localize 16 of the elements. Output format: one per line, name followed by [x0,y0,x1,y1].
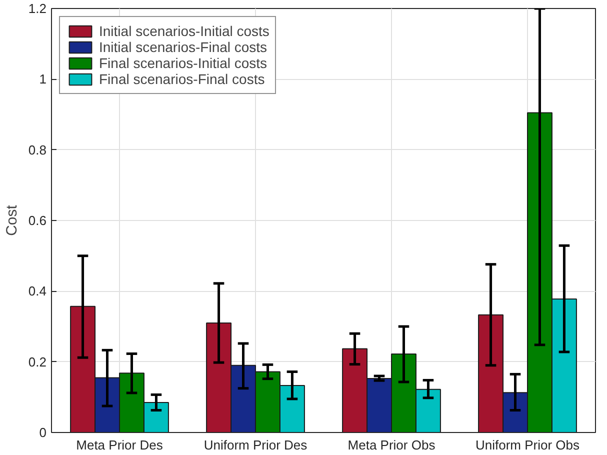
y-tick-label: 0.2 [28,354,47,370]
y-tick-label: 0.8 [28,142,47,158]
y-axis-title: Cost [3,204,20,236]
x-tick-label: Uniform Prior Des [204,438,308,452]
y-tick-label: 1.2 [28,1,47,16]
legend-label: Initial scenarios-Final costs [99,39,268,55]
legend-label: Final scenarios-Initial costs [99,55,268,71]
y-tick-label: 0 [39,425,47,440]
x-tick-label: Meta Prior Des [76,438,164,452]
y-tick-label: 1 [39,72,47,87]
y-tick-label: 0.4 [28,284,47,299]
legend-label: Final scenarios-Final costs [99,71,265,87]
y-tick-label: 0.6 [28,213,47,228]
legend-label: Initial scenarios-Initial costs [99,23,270,39]
x-tick-label: Meta Prior Obs [348,438,436,452]
x-tick-label: Uniform Prior Obs [475,438,580,452]
